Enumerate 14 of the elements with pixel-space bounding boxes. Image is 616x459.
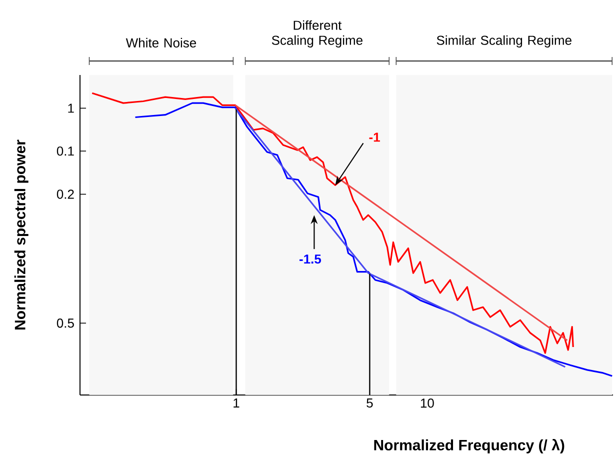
annotation: -1.5 xyxy=(300,254,322,264)
band-label: Different Scaling Regime xyxy=(272,20,362,48)
band-label: White Noise xyxy=(126,38,196,48)
x-axis-title: Normalized Frequency (/ λ) xyxy=(374,439,564,454)
x-tick-label: 5 xyxy=(366,398,373,408)
y-axis-title: Normalized spectral power xyxy=(14,140,28,330)
text: 1 xyxy=(68,104,74,113)
band-label: Similar Scaling Regime xyxy=(436,35,572,48)
x-tick-label: 10 xyxy=(420,398,434,408)
x-tick-label: 1 xyxy=(234,398,240,408)
text: 0.1 xyxy=(56,146,74,156)
text: 0.5 xyxy=(56,318,74,328)
text: 0.2 xyxy=(56,190,74,199)
annotation: -1 xyxy=(369,132,380,142)
